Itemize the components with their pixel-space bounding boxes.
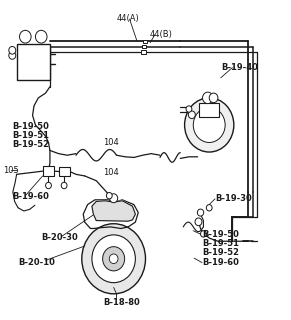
Text: B-19-51: B-19-51	[202, 239, 239, 248]
Circle shape	[109, 254, 118, 264]
Circle shape	[46, 182, 52, 189]
Circle shape	[107, 193, 112, 199]
Circle shape	[9, 46, 16, 54]
Text: B-19-30: B-19-30	[215, 194, 252, 204]
Text: B-19-51: B-19-51	[12, 131, 49, 140]
Text: B-19-52: B-19-52	[202, 248, 239, 257]
Circle shape	[110, 194, 118, 203]
Circle shape	[197, 209, 204, 216]
Text: 104: 104	[104, 138, 119, 147]
Circle shape	[19, 30, 31, 43]
Circle shape	[82, 224, 146, 294]
Text: 105: 105	[3, 166, 19, 175]
Circle shape	[200, 231, 206, 237]
Circle shape	[195, 218, 202, 226]
Text: B-19-50: B-19-50	[12, 122, 49, 131]
Text: B-20-30: B-20-30	[41, 233, 78, 242]
Circle shape	[36, 30, 47, 43]
Text: 104: 104	[104, 168, 119, 177]
Text: B-19-40: B-19-40	[221, 63, 258, 72]
Bar	[199, 103, 219, 117]
Circle shape	[103, 247, 125, 271]
Circle shape	[61, 182, 67, 189]
Circle shape	[193, 108, 225, 142]
Text: 44(A): 44(A)	[116, 14, 139, 23]
Bar	[143, 40, 147, 44]
Text: 44(B): 44(B)	[150, 30, 173, 39]
Text: B-20-10: B-20-10	[18, 258, 55, 267]
Circle shape	[203, 92, 213, 104]
Text: B-19-52: B-19-52	[12, 140, 49, 148]
Bar	[17, 44, 50, 80]
Text: B-18-80: B-18-80	[104, 298, 140, 307]
Circle shape	[92, 235, 135, 283]
Bar	[142, 45, 146, 49]
Circle shape	[206, 204, 212, 211]
Bar	[43, 166, 54, 176]
Text: B-19-60: B-19-60	[12, 192, 49, 201]
Polygon shape	[92, 201, 135, 221]
Circle shape	[186, 106, 192, 112]
Text: B-19-50: B-19-50	[202, 230, 239, 239]
Bar	[58, 167, 70, 176]
Circle shape	[9, 52, 16, 59]
Circle shape	[184, 98, 234, 152]
Circle shape	[209, 93, 218, 103]
Bar	[141, 50, 146, 53]
Text: B-19-60: B-19-60	[202, 258, 239, 267]
Circle shape	[188, 111, 195, 119]
